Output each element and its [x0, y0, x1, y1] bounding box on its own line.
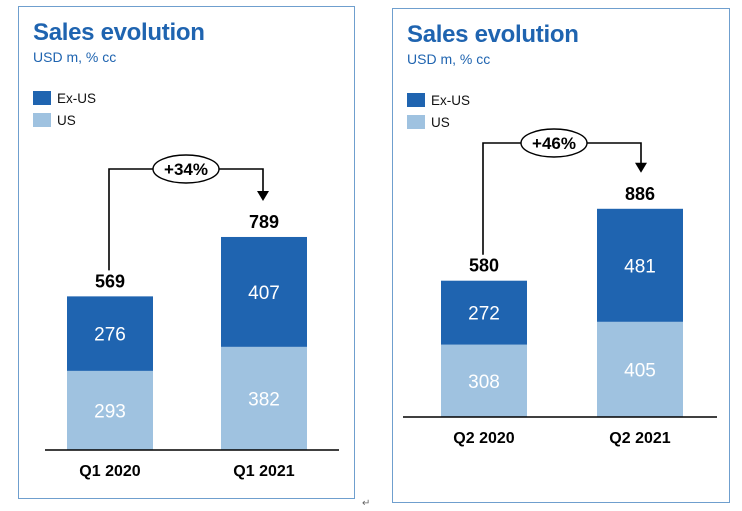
total-label-0: 580 [469, 256, 499, 276]
category-label-0: Q1 2020 [79, 463, 140, 480]
legend-item-ex-us: Ex-US [33, 87, 96, 109]
total-label-1: 789 [249, 212, 279, 232]
bar-us-1 [597, 321, 683, 417]
growth-label: +46% [532, 134, 576, 153]
data-label-us-0: 308 [468, 372, 500, 393]
category-label-1: Q2 2021 [609, 430, 670, 447]
category-label-1: Q1 2021 [233, 463, 294, 480]
legend-item-ex-us: Ex-US [407, 89, 470, 111]
bar-ex-us-0 [67, 296, 153, 371]
growth-badge [152, 154, 220, 184]
data-label-ex-us-0: 272 [468, 304, 500, 325]
category-label-0: Q2 2020 [453, 430, 514, 447]
growth-badge [520, 128, 588, 158]
legend-item-us: US [407, 111, 470, 133]
sales-chart-panel-q1: Sales evolution USD m, % cc Ex-US US 293… [18, 6, 355, 499]
chart-subtitle: USD m, % cc [407, 51, 491, 67]
total-label-1: 886 [625, 184, 655, 204]
bar-ex-us-1 [597, 208, 683, 322]
growth-arrow-head [257, 190, 269, 201]
legend-label-us: US [431, 114, 450, 130]
legend-swatch-ex-us [407, 93, 425, 107]
chart-legend: Ex-US US [33, 87, 96, 131]
growth-label: +34% [164, 160, 208, 179]
data-label-ex-us-1: 481 [624, 256, 656, 277]
total-label-0: 569 [95, 271, 125, 291]
bar-ex-us-0 [441, 280, 527, 345]
growth-arrow-head [635, 162, 647, 173]
chart-legend: Ex-US US [407, 89, 470, 133]
legend-swatch-ex-us [33, 91, 51, 105]
data-label-us-1: 382 [248, 389, 280, 410]
bar-us-0 [67, 370, 153, 450]
legend-label-ex-us: Ex-US [57, 90, 97, 106]
legend-swatch-us [33, 113, 51, 127]
chart-title: Sales evolution [407, 21, 579, 48]
bar-us-1 [221, 346, 307, 450]
legend-label-us: US [57, 112, 76, 128]
sales-chart-panel-q2: Sales evolution USD m, % cc Ex-US US 308… [392, 8, 730, 503]
stacked-bar-chart-q1: 293 276 569 Q1 2020 382 407 789 Q1 2021 +34% [45, 154, 339, 480]
data-label-ex-us-1: 407 [248, 283, 280, 304]
legend-swatch-us [407, 115, 425, 129]
data-label-us-1: 405 [624, 360, 656, 381]
data-label-ex-us-0: 276 [94, 325, 126, 346]
stacked-bar-chart-q2: 308 272 580 Q2 2020 405 481 886 Q2 2021 +46% [403, 128, 717, 447]
data-label-us-0: 293 [94, 401, 126, 422]
legend-item-us: US [33, 109, 96, 131]
bar-us-0 [441, 344, 527, 417]
paragraph-mark: ↵ [362, 498, 371, 509]
chart-subtitle: USD m, % cc [33, 49, 117, 65]
bar-ex-us-1 [221, 236, 307, 347]
chart-title: Sales evolution [33, 19, 205, 46]
legend-label-ex-us: Ex-US [431, 92, 471, 108]
